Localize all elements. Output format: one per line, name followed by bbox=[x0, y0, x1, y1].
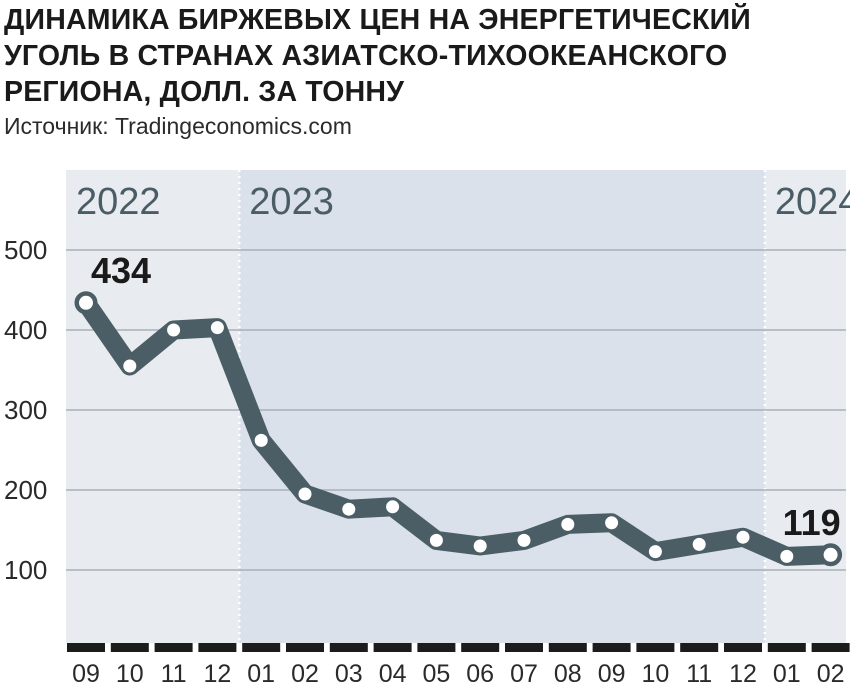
x-tick-label: 10 bbox=[641, 660, 669, 686]
chart-title: ДИНАМИКА БИРЖЕВЫХ ЦЕН НА ЭНЕРГЕТИЧЕСКИЙ … bbox=[4, 2, 844, 110]
x-tick-label: 07 bbox=[510, 660, 538, 686]
data-point bbox=[123, 359, 137, 373]
data-point bbox=[298, 487, 312, 501]
y-tick-label: 500 bbox=[4, 235, 47, 265]
x-tick-label: 01 bbox=[773, 660, 801, 686]
data-point bbox=[561, 517, 575, 531]
x-tick-bar bbox=[67, 643, 105, 652]
data-point-inner bbox=[79, 295, 93, 310]
data-point bbox=[736, 530, 750, 544]
x-tick-label: 06 bbox=[466, 660, 494, 686]
data-point bbox=[605, 516, 619, 530]
data-point bbox=[692, 537, 706, 551]
x-tick-bar bbox=[505, 643, 543, 652]
x-tick-label: 05 bbox=[422, 660, 450, 686]
data-point bbox=[386, 500, 400, 514]
year-band-2022 bbox=[66, 170, 240, 643]
x-tick-bar bbox=[680, 643, 719, 652]
x-tick-bar bbox=[548, 643, 587, 652]
data-point bbox=[429, 533, 443, 547]
chart-source: Источник: Tradingeconomics.com bbox=[4, 113, 352, 139]
x-tick-label: 02 bbox=[817, 660, 845, 686]
x-tick-bar bbox=[417, 643, 456, 652]
x-tick-bar bbox=[154, 643, 193, 652]
x-tick-bar bbox=[767, 643, 806, 652]
x-tick-bar bbox=[242, 643, 281, 652]
data-label: 119 bbox=[783, 502, 841, 543]
y-tick-label: 200 bbox=[4, 475, 47, 505]
x-tick-label: 10 bbox=[116, 660, 144, 686]
x-tick-label: 08 bbox=[554, 660, 582, 686]
x-tick-label: 12 bbox=[203, 660, 231, 686]
chart-title-line-1: ДИНАМИКА БИРЖЕВЫХ ЦЕН НА ЭНЕРГЕТИЧЕСКИЙ bbox=[4, 4, 751, 36]
data-point bbox=[167, 323, 181, 337]
data-point bbox=[780, 549, 794, 563]
x-tick-bar bbox=[373, 643, 412, 652]
data-point bbox=[342, 502, 356, 516]
x-tick-bar bbox=[110, 643, 149, 652]
data-point bbox=[210, 321, 224, 335]
data-point bbox=[473, 539, 487, 553]
x-tick-label: 09 bbox=[72, 660, 100, 686]
x-tick-label: 02 bbox=[291, 660, 319, 686]
data-point bbox=[254, 433, 268, 447]
x-tick-bar bbox=[724, 643, 762, 652]
x-tick-label: 03 bbox=[335, 660, 363, 686]
year-label: 2024 bbox=[775, 181, 850, 223]
x-tick-bar bbox=[329, 643, 368, 652]
y-tick-label: 100 bbox=[4, 555, 47, 585]
x-tick-label: 12 bbox=[729, 660, 757, 686]
year-band-2024 bbox=[764, 170, 846, 643]
y-tick-label: 400 bbox=[4, 315, 47, 345]
y-tick-label: 300 bbox=[4, 395, 47, 425]
x-tick-bar bbox=[461, 643, 500, 652]
price-line bbox=[76, 293, 841, 566]
year-label: 2022 bbox=[76, 181, 161, 223]
data-point bbox=[517, 533, 531, 547]
x-tick-bar bbox=[592, 643, 631, 652]
x-tick-label: 11 bbox=[686, 660, 712, 686]
chart-title-line-3: РЕГИОНА, ДОЛЛ. ЗА ТОННУ bbox=[4, 76, 405, 108]
x-tick-label: 04 bbox=[379, 660, 407, 686]
x-tick-label: 09 bbox=[598, 660, 626, 686]
chart-title-line-2: УГОЛЬ В СТРАНАХ АЗИАТСКО-ТИХООКЕАНСКОГО bbox=[4, 40, 728, 72]
x-tick-bar bbox=[636, 643, 675, 652]
x-tick-bar bbox=[811, 643, 850, 652]
x-tick-label: 01 bbox=[247, 660, 275, 686]
data-label: 434 bbox=[91, 250, 151, 291]
x-tick-bar bbox=[198, 643, 237, 652]
x-tick-bar bbox=[286, 643, 324, 652]
year-label: 2023 bbox=[249, 181, 334, 223]
year-band-2023 bbox=[239, 170, 765, 643]
data-point bbox=[648, 545, 662, 559]
data-point-inner bbox=[823, 547, 838, 562]
x-tick-label: 11 bbox=[161, 660, 187, 686]
